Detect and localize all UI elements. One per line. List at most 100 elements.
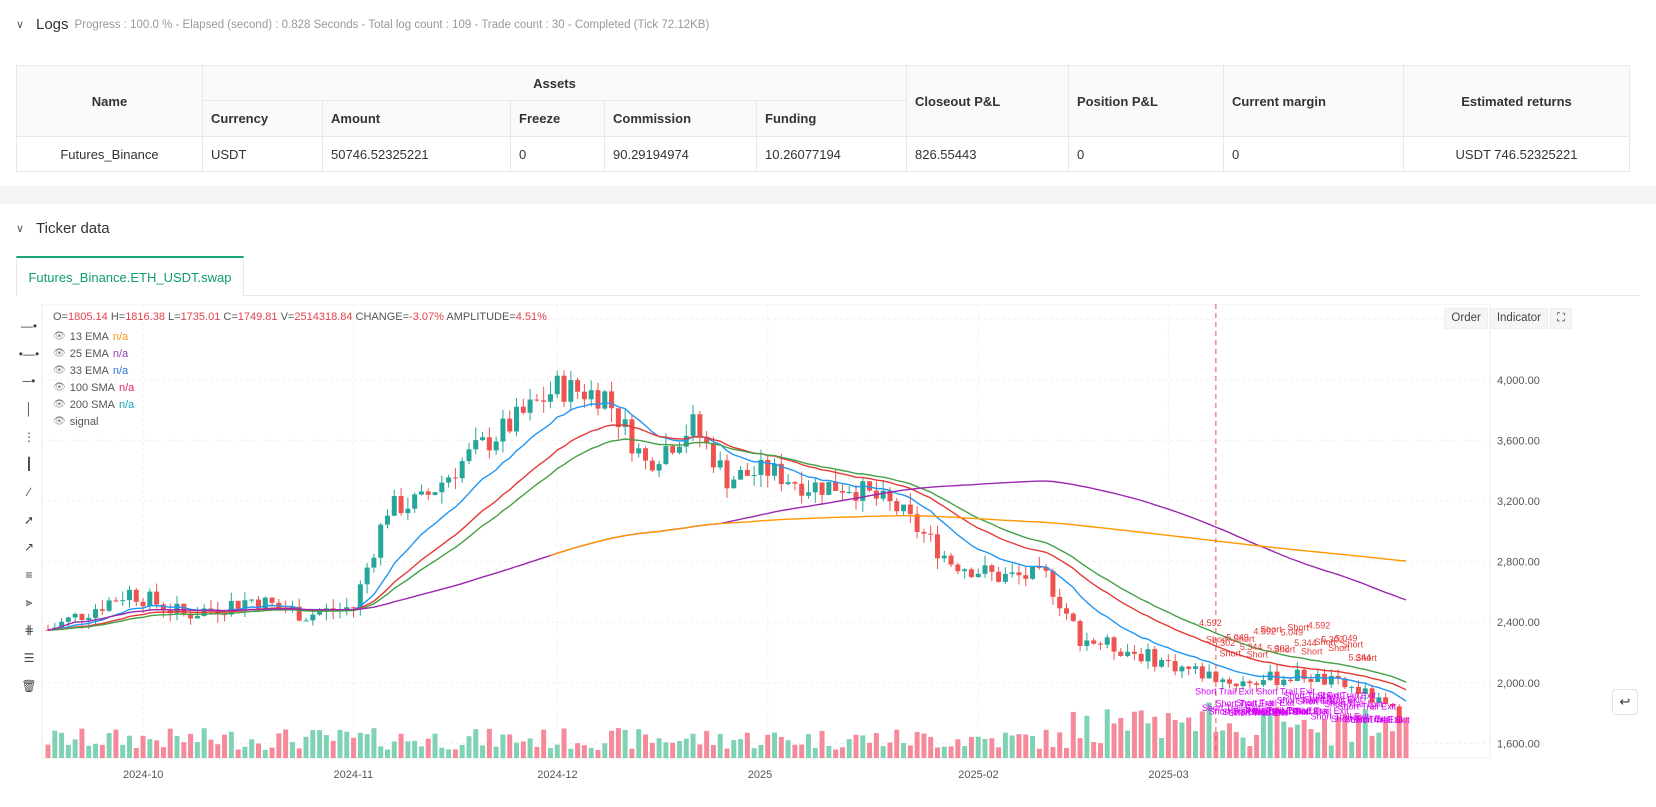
volume-bar <box>1281 721 1287 758</box>
eye-icon[interactable]: 👁 <box>53 416 66 427</box>
indicator-legend: 👁 13 EMA n/a 👁 25 EMA n/a 👁 33 EMA n/a 👁 100 SM… <box>53 328 134 430</box>
open-label: O= <box>53 311 68 323</box>
candle-body <box>500 418 506 442</box>
indicator-button[interactable]: Indicator <box>1489 308 1548 329</box>
short-signal-label: 4.592 <box>1199 618 1222 628</box>
trash-icon[interactable]: 🗑 <box>21 678 37 693</box>
col-name: Name <box>16 65 203 137</box>
price-range-icon[interactable]: ≡ <box>25 568 33 583</box>
candle-body <box>962 569 968 572</box>
fullscreen-icon[interactable]: ⛶ <box>1549 308 1572 329</box>
candle-body <box>1322 673 1328 685</box>
short-signal-label: 5.049 <box>1281 628 1304 638</box>
col-closeout-pnl: Closeout P&L <box>906 65 1069 137</box>
fib-retracement-icon[interactable]: ☰ <box>23 651 35 666</box>
chevron-down-icon[interactable]: ∨ <box>16 19 25 31</box>
volume-bar <box>1247 746 1253 758</box>
vertical-ray-icon[interactable]: ┃ <box>25 457 33 472</box>
volume-bar <box>1172 719 1178 758</box>
horizontal-segment-icon[interactable]: ─• <box>22 374 36 389</box>
candle-body <box>99 609 105 611</box>
vertical-line-icon[interactable]: │ <box>25 401 33 416</box>
candle-body <box>1369 688 1375 703</box>
eye-icon[interactable]: 👁 <box>53 399 66 410</box>
col-estimated-returns: Estimated returns <box>1403 65 1630 137</box>
volume-bar <box>1152 716 1158 758</box>
candle-body <box>636 448 642 454</box>
candle-body <box>921 531 927 534</box>
short-signal-label: 5.049 <box>1335 634 1358 644</box>
volume-bar <box>1322 719 1328 758</box>
volume-bar <box>1036 748 1042 758</box>
amplitude-label: AMPLITUDE= <box>446 311 516 323</box>
trail-exit-label: Short Trail Exit <box>1263 706 1322 716</box>
volume-bar <box>364 734 370 758</box>
parallel-channel-icon[interactable]: ⫸ <box>25 595 33 610</box>
candle-body <box>72 613 78 618</box>
legend-name: 13 EMA <box>69 330 109 343</box>
volume-label: V= <box>280 311 295 323</box>
volume-bar <box>799 744 805 758</box>
volume-bar <box>873 733 879 758</box>
candle-body <box>385 515 390 525</box>
candle-body <box>717 460 723 468</box>
horizontal-line-icon[interactable]: •—• <box>18 346 40 361</box>
volume-bar <box>676 740 682 758</box>
chevron-down-icon[interactable]: ∨ <box>16 223 25 235</box>
volume-bar <box>629 748 635 758</box>
volume-bar <box>1077 738 1083 758</box>
volume-bar <box>276 733 282 758</box>
short-signal-label: Short <box>1219 648 1241 658</box>
tab-eth-usdt-swap[interactable]: Futures_Binance.ETH_USDT.swap <box>16 256 244 296</box>
legend-item-100-sma[interactable]: 👁 100 SMA n/a <box>53 379 134 396</box>
candle-body <box>615 408 621 428</box>
price-chart[interactable]: 4,400.004,000.003,600.003,200.002,800.00… <box>16 303 1640 799</box>
legend-value: n/a <box>112 364 129 377</box>
legend-item-signal[interactable]: 👁 signal <box>53 413 134 430</box>
candle-body <box>792 482 798 484</box>
eye-icon[interactable]: 👁 <box>53 382 66 393</box>
legend-item-13-ema[interactable]: 👁 13 EMA n/a <box>53 328 134 345</box>
legend-item-25-ema[interactable]: 👁 25 EMA n/a <box>53 345 134 362</box>
trend-line-icon[interactable]: ∕ <box>27 484 30 499</box>
volume-bar <box>1091 742 1097 758</box>
vertical-segment-icon[interactable]: ⋮ <box>23 429 35 444</box>
volume-bar <box>1301 720 1307 758</box>
legend-item-33-ema[interactable]: 👁 33 EMA n/a <box>53 362 134 379</box>
chart-canvas[interactable]: 4,400.004,000.003,600.003,200.002,800.00… <box>16 303 1640 799</box>
volume-bar <box>547 748 553 758</box>
volume-bar <box>914 732 920 758</box>
horizontal-ray-icon[interactable]: —• <box>20 318 38 333</box>
candle-body <box>432 492 438 495</box>
col-position-pnl: Position P&L <box>1068 65 1224 137</box>
legend-item-200-sma[interactable]: 👁 200 SMA n/a <box>53 396 134 413</box>
cell-commission: 90.29194974 <box>604 136 757 172</box>
volume-bar <box>1070 711 1076 758</box>
volume-bar <box>337 729 343 758</box>
order-button[interactable]: Order <box>1444 308 1488 329</box>
logs-header[interactable]: ∨ Logs Progress : 100.0 % - Elapsed (sec… <box>16 16 709 33</box>
candle-body <box>1233 683 1239 687</box>
ray-line-icon[interactable]: ➚ <box>23 512 35 527</box>
ticker-header[interactable]: ∨ Ticker data <box>16 220 110 237</box>
volume-bar <box>1206 702 1212 758</box>
fib-channel-icon[interactable]: ⋕ <box>23 623 35 638</box>
volume-bar <box>1159 738 1165 758</box>
volume-bar <box>249 739 255 758</box>
volume-bar <box>385 749 390 758</box>
volume-bar <box>520 741 526 758</box>
candle-body <box>113 600 119 602</box>
cell-currency: USDT <box>202 136 323 172</box>
candle-body <box>697 414 703 437</box>
extended-line-icon[interactable]: ↗ <box>23 540 35 555</box>
volume-bar <box>1097 743 1103 758</box>
eye-icon[interactable]: 👁 <box>53 348 66 359</box>
cell-name: Futures_Binance <box>16 136 203 172</box>
reset-view-icon[interactable]: ↩ <box>1612 689 1638 715</box>
volume-bar <box>649 742 655 758</box>
candle-body <box>833 481 839 491</box>
candle-body <box>208 608 214 610</box>
eye-icon[interactable]: 👁 <box>53 365 66 376</box>
eye-icon[interactable]: 👁 <box>53 331 66 342</box>
candle-body <box>446 477 452 483</box>
